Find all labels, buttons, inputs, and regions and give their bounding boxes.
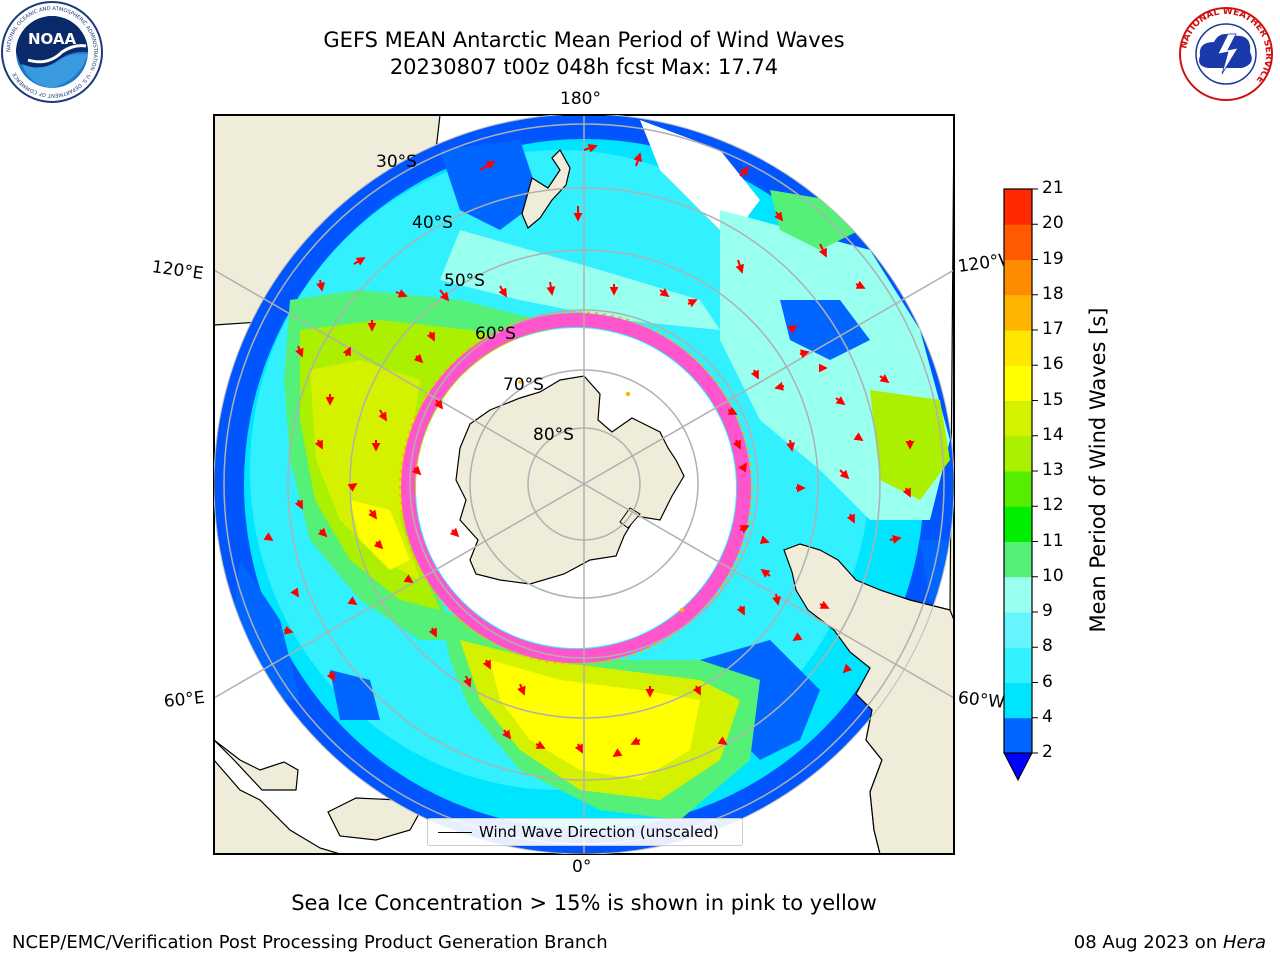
colorbar-tick-label: 17 — [1042, 319, 1064, 339]
colorbar-tick-label: 10 — [1042, 565, 1064, 586]
wind-wave-arrows — [263, 144, 915, 757]
colorbar-tick-label: 21 — [1042, 178, 1064, 198]
colorbar-tick-label: 19 — [1042, 248, 1064, 269]
lat-label-80s: 80°S — [533, 425, 574, 445]
colorbar-segment — [1004, 506, 1032, 542]
colorbar-segment — [1004, 717, 1032, 754]
colorbar-tick-label: 8 — [1042, 636, 1053, 657]
map-title-line1: GEFS MEAN Antarctic Mean Period of Wind … — [323, 28, 845, 52]
lon-label-60e: 60°E — [162, 687, 206, 712]
colorbar-tickmarks — [1032, 188, 1038, 754]
colorbar-title: Mean Period of Wind Waves [s] — [1086, 307, 1110, 633]
noaa-logo: NATIONAL OCEANIC AND ATMOSPHERIC ADMINIS… — [1, 1, 103, 103]
colorbar-segment — [1004, 435, 1032, 472]
legend-line-sample — [438, 832, 472, 833]
colorbar-extend-triangle — [1003, 752, 1033, 782]
colorbar-segment — [1004, 365, 1032, 401]
map-title-line2: 20230807 t00z 048h fcst Max: 17.74 — [389, 55, 779, 79]
colorbar-segments — [1004, 189, 1032, 754]
nws-logo: NATIONAL WEATHER SERVICE — [1179, 7, 1273, 101]
colorbar-segment — [1004, 541, 1032, 578]
colorbar-tick-label: 14 — [1042, 424, 1064, 445]
colorbar-tick-label: 12 — [1042, 495, 1064, 516]
sea-ice-note: Sea Ice Concentration > 15% is shown in … — [291, 891, 877, 915]
colorbar-segment — [1004, 330, 1032, 366]
colorbar-tick-label: 11 — [1042, 530, 1064, 551]
lon-label-180: 180° — [560, 89, 601, 109]
colorbar-segment — [1004, 224, 1032, 260]
antarctica — [455, 375, 685, 585]
footer-date: 08 Aug 2023 on — [1073, 932, 1223, 953]
colorbar-tick-label: 18 — [1042, 283, 1064, 304]
colorbar-segment — [1004, 189, 1032, 225]
colorbar-segment — [1004, 259, 1032, 296]
lat-label-60s: 60°S — [475, 324, 516, 344]
colorbar-tick-label: 9 — [1042, 601, 1053, 621]
lat-label-70s: 70°S — [503, 375, 544, 395]
colorbar-segment — [1004, 400, 1032, 437]
lat-label-50s: 50°S — [444, 271, 485, 291]
colorbar-segment — [1004, 682, 1032, 719]
colorbar-tick-label: 20 — [1042, 213, 1064, 234]
map-legend: Wind Wave Direction (unscaled) — [427, 818, 743, 846]
colorbar-tick-label: 16 — [1042, 354, 1064, 375]
colorbar-segment — [1004, 576, 1032, 613]
ice-speckles — [518, 380, 685, 613]
colorbar-tick-label: 13 — [1042, 460, 1064, 480]
footer-credit: NCEP/EMC/Verification Post Processing Pr… — [12, 932, 608, 953]
colorbar-segment — [1004, 612, 1032, 648]
colorbar-segment — [1004, 647, 1032, 683]
colorbar-tick-label: 6 — [1042, 671, 1053, 692]
colorbar-tick-label: 15 — [1042, 389, 1064, 410]
colorbar-tick-label: 2 — [1042, 742, 1053, 762]
footer-host: Hera — [1222, 932, 1266, 953]
colorbar — [1003, 188, 1038, 782]
colorbar-tick-label: 4 — [1042, 706, 1053, 727]
noaa-logo-text: NOAA — [28, 30, 77, 48]
footer-timestamp: 08 Aug 2023 on Hera — [1074, 932, 1266, 953]
colorbar-segment — [1004, 294, 1032, 331]
lat-label-30s: 30°S — [376, 152, 417, 172]
colorbar-segment — [1004, 471, 1032, 507]
legend-label: Wind Wave Direction (unscaled) — [479, 823, 719, 841]
lon-label-0: 0° — [572, 857, 592, 877]
lat-label-40s: 40°S — [412, 213, 453, 233]
